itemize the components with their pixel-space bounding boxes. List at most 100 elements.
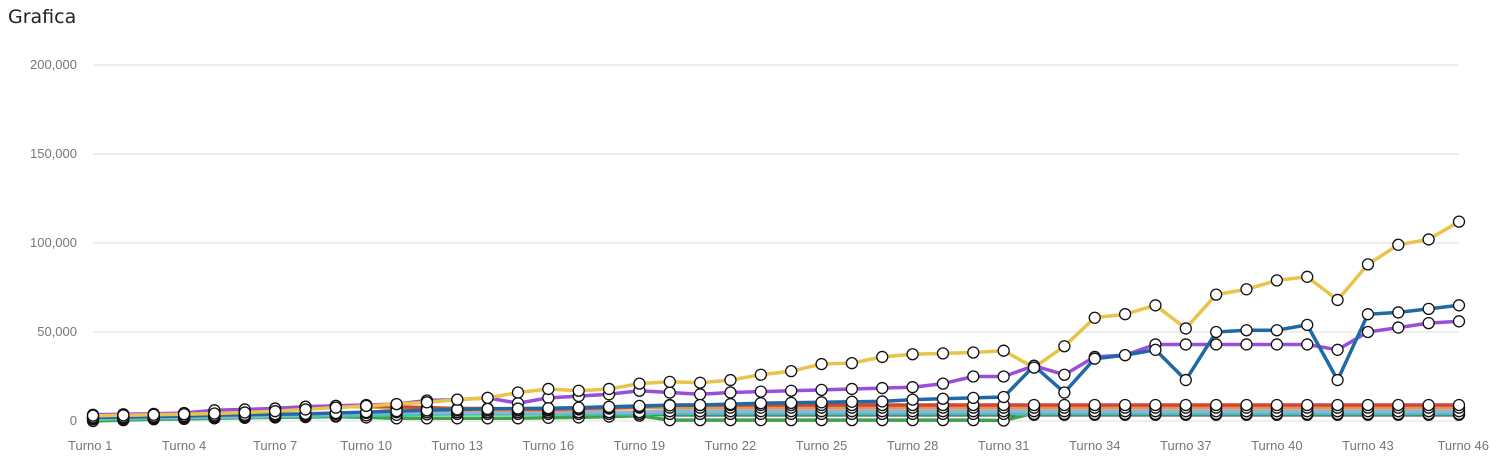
data-point[interactable]: [147, 408, 160, 421]
data-point[interactable]: [693, 388, 707, 401]
data-point[interactable]: [906, 393, 919, 406]
data-point[interactable]: [845, 382, 859, 396]
data-point[interactable]: [1392, 306, 1405, 319]
data-point[interactable]: [1179, 398, 1192, 412]
data-point[interactable]: [1179, 322, 1192, 335]
data-point[interactable]: [542, 402, 555, 415]
data-point[interactable]: [633, 399, 646, 413]
data-point[interactable]: [785, 365, 798, 378]
data-point[interactable]: [481, 402, 494, 416]
data-point[interactable]: [481, 391, 494, 405]
data-point[interactable]: [967, 346, 980, 359]
data-point[interactable]: [876, 381, 889, 395]
data-point[interactable]: [1118, 308, 1132, 321]
data-point[interactable]: [1361, 308, 1375, 321]
data-point[interactable]: [1149, 398, 1162, 412]
data-point[interactable]: [1270, 398, 1284, 412]
data-point[interactable]: [360, 399, 373, 413]
data-point[interactable]: [724, 397, 737, 411]
data-point[interactable]: [997, 344, 1010, 357]
data-point[interactable]: [238, 406, 251, 419]
data-point[interactable]: [663, 399, 676, 412]
data-point[interactable]: [1301, 270, 1314, 283]
data-point[interactable]: [845, 395, 859, 408]
data-point[interactable]: [1331, 343, 1344, 356]
data-point[interactable]: [693, 398, 707, 412]
data-point[interactable]: [1422, 233, 1435, 246]
data-point[interactable]: [1240, 324, 1253, 337]
data-point[interactable]: [724, 373, 737, 387]
data-point[interactable]: [1058, 386, 1071, 399]
data-point[interactable]: [1240, 398, 1253, 412]
data-point[interactable]: [1452, 215, 1466, 228]
data-point[interactable]: [1422, 398, 1435, 412]
data-point[interactable]: [876, 395, 889, 408]
data-point[interactable]: [1301, 338, 1314, 351]
data-point[interactable]: [1270, 338, 1284, 351]
data-point[interactable]: [542, 382, 555, 396]
data-point[interactable]: [1210, 288, 1223, 301]
data-point[interactable]: [299, 403, 312, 416]
data-point[interactable]: [785, 384, 798, 397]
data-point[interactable]: [1270, 274, 1284, 287]
data-point[interactable]: [1331, 293, 1344, 307]
data-point[interactable]: [1301, 318, 1314, 332]
data-point[interactable]: [1179, 338, 1192, 351]
data-point[interactable]: [663, 375, 676, 388]
data-point[interactable]: [754, 368, 767, 381]
data-point[interactable]: [754, 385, 767, 398]
data-point[interactable]: [1392, 321, 1405, 334]
data-point[interactable]: [967, 391, 980, 405]
data-point[interactable]: [572, 401, 585, 414]
data-point[interactable]: [602, 382, 616, 396]
data-point[interactable]: [117, 409, 130, 422]
data-point[interactable]: [815, 383, 828, 397]
data-point[interactable]: [1088, 352, 1101, 365]
data-point[interactable]: [1422, 302, 1435, 316]
data-point[interactable]: [1331, 398, 1344, 412]
data-point[interactable]: [1210, 338, 1223, 351]
data-point[interactable]: [997, 370, 1010, 383]
data-point[interactable]: [1058, 340, 1071, 353]
data-point[interactable]: [663, 386, 676, 399]
data-point[interactable]: [451, 393, 464, 406]
data-point[interactable]: [1088, 398, 1101, 412]
data-point[interactable]: [1361, 258, 1375, 271]
data-point[interactable]: [997, 390, 1010, 404]
data-point[interactable]: [329, 401, 342, 414]
data-point[interactable]: [967, 370, 980, 383]
data-point[interactable]: [633, 377, 646, 390]
data-point[interactable]: [936, 377, 950, 390]
data-point[interactable]: [1392, 238, 1405, 251]
data-point[interactable]: [1270, 324, 1284, 337]
data-point[interactable]: [906, 348, 919, 361]
data-point[interactable]: [1027, 398, 1041, 412]
data-point[interactable]: [511, 386, 525, 399]
data-point[interactable]: [1058, 398, 1071, 412]
data-point[interactable]: [815, 396, 828, 409]
data-point[interactable]: [511, 402, 525, 415]
data-point[interactable]: [1210, 398, 1223, 412]
data-point[interactable]: [572, 384, 585, 397]
data-point[interactable]: [1210, 325, 1223, 339]
data-point[interactable]: [1452, 315, 1466, 328]
data-point[interactable]: [1088, 311, 1101, 324]
data-point[interactable]: [1240, 338, 1253, 351]
data-point[interactable]: [1361, 398, 1375, 412]
data-point[interactable]: [1331, 373, 1344, 387]
data-point[interactable]: [1361, 325, 1375, 339]
data-point[interactable]: [1392, 398, 1405, 412]
data-point[interactable]: [1118, 398, 1132, 412]
data-point[interactable]: [1422, 316, 1435, 330]
data-point[interactable]: [1452, 299, 1466, 312]
data-point[interactable]: [208, 407, 221, 420]
data-point[interactable]: [815, 357, 828, 371]
data-point[interactable]: [936, 347, 950, 360]
data-point[interactable]: [754, 397, 767, 410]
data-point[interactable]: [177, 408, 191, 421]
data-point[interactable]: [268, 405, 282, 418]
data-point[interactable]: [1452, 398, 1466, 412]
data-point[interactable]: [693, 376, 707, 389]
data-point[interactable]: [602, 400, 616, 413]
data-point[interactable]: [1118, 348, 1132, 362]
